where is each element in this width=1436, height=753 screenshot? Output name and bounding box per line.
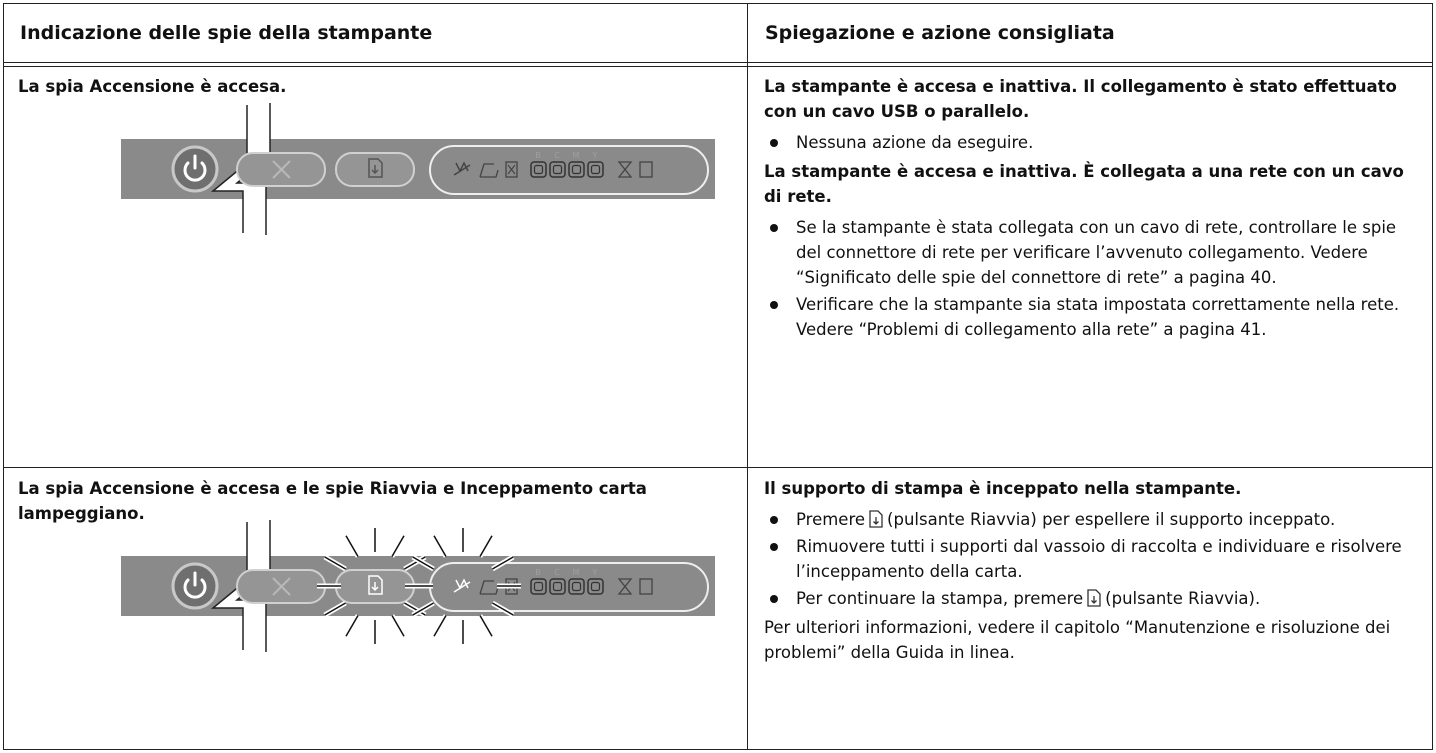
blink-ray (345, 615, 359, 637)
ink-light (533, 164, 544, 175)
ink-light (533, 581, 544, 592)
blink-ray (404, 602, 426, 616)
bullet: Verificare che la stampante sia stata im… (764, 292, 1424, 342)
ink-label: Y (592, 568, 598, 577)
ink-light (590, 581, 601, 592)
indication: La spia Accensione è accesa e le spie Ri… (18, 479, 647, 523)
blink-ray (492, 602, 514, 616)
ink-light (568, 578, 585, 595)
resume-symbol (368, 575, 383, 595)
ink-label: C (554, 151, 560, 160)
bullet-list: Nessuna azione da eseguire. (764, 130, 1424, 155)
ink-light (587, 161, 604, 178)
section-heading: La stampante è accesa e inattiva. Il col… (764, 77, 1397, 121)
bullet: Rimuovere tutti i supporti dal vassoio d… (764, 534, 1424, 584)
bullet-text: (pulsante Riavvia). (1105, 589, 1261, 608)
section-heading: Il supporto di stampa è inceppato nella … (764, 479, 1242, 498)
blink-ray (479, 535, 493, 557)
break-line (210, 105, 248, 233)
bullet: Nessuna azione da eseguire. (764, 130, 1424, 155)
paper-icon (479, 580, 499, 595)
jam-icon (453, 161, 471, 176)
restart-icon (1087, 589, 1101, 607)
ink-light (587, 578, 604, 595)
icon-shape (873, 517, 879, 525)
ink-label: M (573, 151, 580, 160)
ink-light (530, 161, 547, 178)
blink-ray (479, 615, 493, 637)
ink-light (568, 161, 585, 178)
ink-light (549, 161, 566, 178)
cartridge-icon (639, 578, 653, 595)
bullet: Se la stampante è stata collegata con un… (764, 215, 1424, 290)
header-cell: Spiegazione e azione consigliata (765, 22, 1115, 44)
door-icon (507, 164, 516, 175)
blink-ray (492, 556, 514, 570)
blink-ray (433, 535, 447, 557)
blink-ray (324, 602, 346, 616)
cancel-symbol (272, 577, 291, 596)
blink-ray (391, 535, 405, 557)
break-line (234, 103, 271, 235)
ink-light (552, 581, 563, 592)
blink-ray (324, 556, 346, 570)
ink-light (530, 578, 547, 595)
section-heading: La stampante è accesa e inattiva. È coll… (764, 162, 1404, 206)
bullet: Premere (pulsante Riavvia) per espellere … (764, 507, 1424, 532)
icon-shape (1091, 596, 1098, 604)
ink-label: B (535, 568, 541, 577)
restart-icon (869, 510, 883, 528)
door-icon (505, 161, 518, 178)
icon-shape (1087, 589, 1101, 607)
ink-light (571, 581, 582, 592)
ink-label: B (535, 151, 541, 160)
divider (4, 467, 1432, 468)
ink-label: C (554, 568, 560, 577)
cartridge-icon (639, 161, 653, 178)
blink-ray (412, 602, 434, 616)
divider (4, 62, 1432, 63)
divider (4, 66, 1432, 67)
blink-ray (433, 615, 447, 637)
indication: La spia Accensione è accesa. (18, 77, 287, 96)
ink-light (549, 578, 566, 595)
bullet-text: (pulsante Riavvia) per espellere il supp… (887, 510, 1336, 529)
bullet-list: Premere (pulsante Riavvia) per espellere … (764, 507, 1424, 611)
paper-icon (479, 163, 499, 178)
jam-icon (453, 578, 471, 593)
divider (747, 4, 748, 749)
header-cell: Indicazione delle spie della stampante (20, 22, 433, 44)
icon-shape (869, 510, 883, 528)
ink-label: Y (592, 151, 598, 160)
blink-ray (345, 535, 359, 557)
resume-symbol (368, 158, 383, 178)
printhead-icon (617, 161, 633, 178)
cancel-symbol (272, 160, 291, 179)
blink-ray (412, 556, 434, 570)
ink-light (571, 164, 582, 175)
blink-ray (391, 615, 405, 637)
power-symbol (183, 161, 207, 182)
bullet-list: Se la stampante è stata collegata con un… (764, 215, 1424, 342)
bullet-text: Per continuare la stampa, premere (796, 589, 1084, 608)
explanation-cell: Il supporto di stampa è inceppato nella … (764, 476, 1424, 665)
ink-light (552, 164, 563, 175)
explanation-cell: La stampante è accesa e inattiva. Il col… (764, 74, 1424, 346)
table: Indicazione delle spie della stampante S… (3, 3, 1433, 750)
power-symbol (183, 578, 207, 599)
note: Per ulteriori informazioni, vedere il ca… (764, 618, 1391, 662)
bullet: Per continuare la stampa, premere (pulsan… (764, 586, 1424, 611)
indication-cell: La spia Accensione è accesa e le spie Ri… (18, 476, 738, 652)
indication-cell: La spia Accensione è accesa. B C M Y (18, 74, 738, 235)
break-line (210, 522, 248, 650)
printhead-icon (617, 578, 633, 595)
ink-label: M (573, 568, 580, 577)
ink-light (590, 164, 601, 175)
blink-ray (404, 556, 426, 570)
break-line (234, 520, 271, 652)
bullet-text: Premere (796, 510, 866, 529)
